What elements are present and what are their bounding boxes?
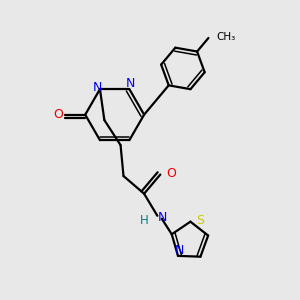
Text: O: O: [166, 167, 176, 180]
Text: H: H: [140, 214, 148, 227]
Text: CH₃: CH₃: [217, 32, 236, 41]
Text: O: O: [53, 108, 63, 121]
Text: N: N: [158, 211, 167, 224]
Text: N: N: [92, 81, 102, 94]
Text: N: N: [126, 77, 136, 90]
Text: S: S: [196, 214, 204, 227]
Text: N: N: [175, 244, 184, 257]
